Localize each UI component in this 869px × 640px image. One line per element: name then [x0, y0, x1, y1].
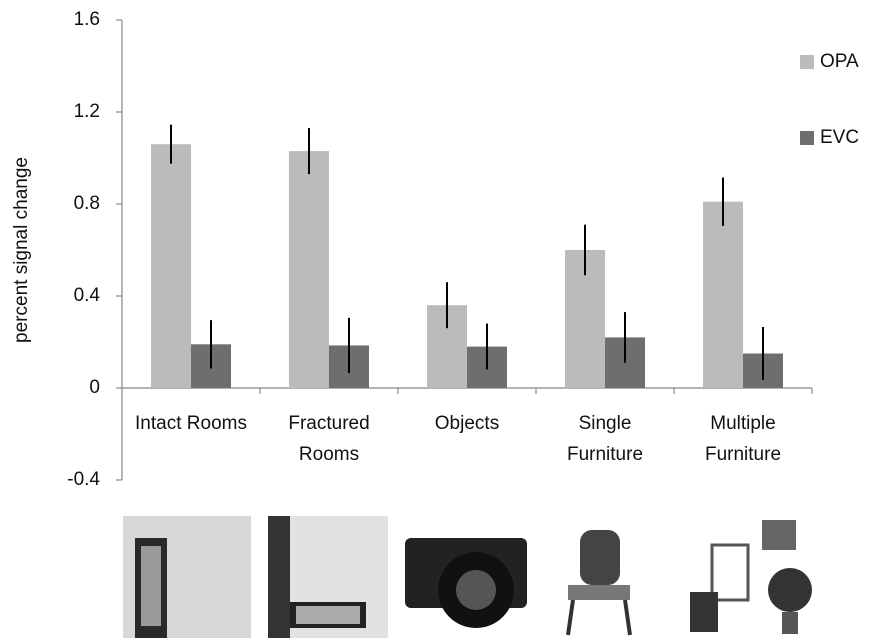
image-shelf [712, 545, 748, 600]
x-tick-label: Fractured Rooms [273, 408, 385, 470]
chair-leg [625, 600, 630, 635]
y-tick-label: 0.4 [74, 285, 101, 306]
x-tick-label: Intact Rooms [135, 408, 247, 439]
y-tick-label: 0 [89, 377, 100, 398]
plant-pot [782, 612, 798, 634]
legend-label: OPA [820, 51, 859, 72]
chart: percent signal change -0.4 0 0.4 0.8 1.2 1.6 O… [0, 0, 869, 640]
y-tick-label: -0.4 [67, 469, 100, 490]
window-pane [141, 546, 161, 626]
plant [768, 568, 812, 612]
wall-edge [268, 516, 290, 638]
x-tick-label: Objects [411, 408, 523, 439]
stimulus-images [123, 516, 812, 638]
y-axis-label: percent signal change [11, 157, 32, 343]
chair-leg [568, 600, 573, 635]
x-tick-label: Multiple Furniture [687, 408, 799, 470]
y-tick-label: 0.8 [74, 193, 100, 214]
image-chair-back [580, 530, 620, 585]
x-tick-label: Single Furniture [549, 408, 661, 470]
lens-glass [456, 570, 496, 610]
bar [289, 151, 329, 388]
page: {"chart_data": {"type": "bar", "y_label"… [0, 0, 869, 640]
picture-frame [690, 592, 718, 632]
legend-swatch [800, 55, 814, 69]
window-pane [296, 606, 360, 624]
legend-label: EVC [820, 127, 859, 148]
radiator [762, 520, 796, 550]
y-tick-label: 1.2 [74, 101, 100, 122]
bar [151, 144, 191, 388]
chair-seat [568, 585, 630, 600]
y-tick-label: 1.6 [74, 9, 100, 30]
legend-swatch [800, 131, 814, 145]
bar [703, 202, 743, 388]
